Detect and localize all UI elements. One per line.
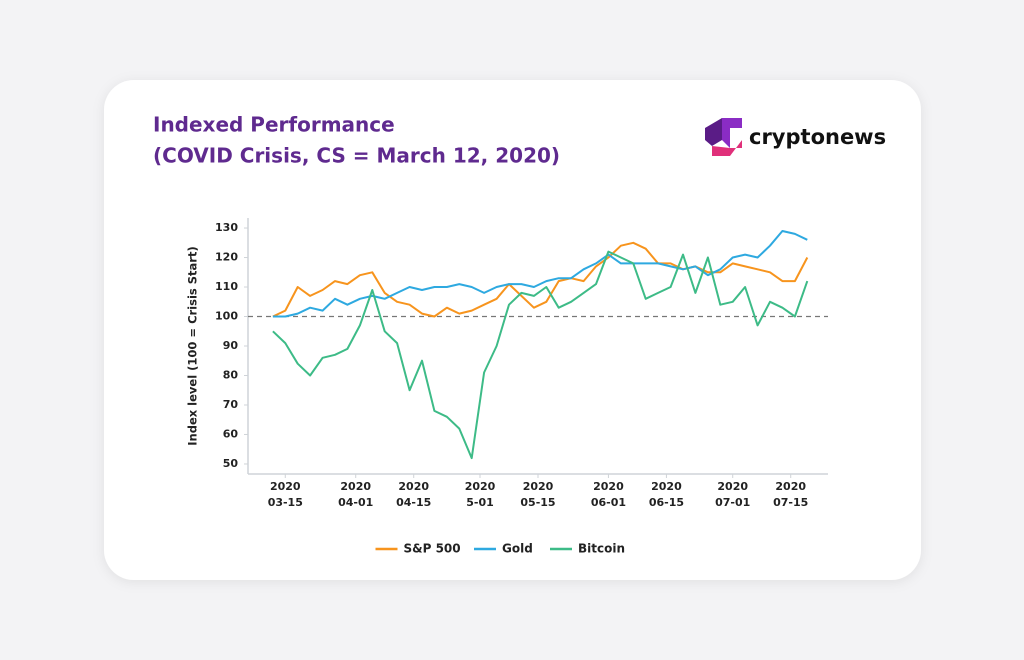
logo-text: cryptonews bbox=[749, 125, 886, 149]
y-tick-label: 120 bbox=[215, 251, 238, 264]
series-line bbox=[272, 241, 809, 318]
y-tick-label: 90 bbox=[223, 339, 239, 352]
x-tick-label: 07-01 bbox=[715, 496, 750, 509]
x-tick-label: 04-15 bbox=[396, 496, 431, 509]
chart-subtitle: (COVID Crisis, CS = March 12, 2020) bbox=[153, 144, 560, 168]
legend-label: Bitcoin bbox=[578, 542, 625, 556]
x-tick-label: 2020 bbox=[270, 480, 301, 493]
y-tick-label: 100 bbox=[215, 310, 238, 323]
legend-label: Gold bbox=[502, 542, 533, 556]
x-tick-label: 2020 bbox=[465, 480, 496, 493]
legend-label: S&P 500 bbox=[404, 542, 461, 556]
x-tick-label: 2020 bbox=[593, 480, 624, 493]
x-tick-label: 2020 bbox=[398, 480, 429, 493]
x-tick-label: 04-01 bbox=[338, 496, 373, 509]
y-tick-label: 60 bbox=[223, 427, 239, 440]
series-line bbox=[272, 230, 808, 318]
x-tick-label: 03-15 bbox=[268, 496, 303, 509]
x-tick-label: 2020 bbox=[717, 480, 748, 493]
x-tick-label: 07-15 bbox=[773, 496, 808, 509]
x-tick-label: 05-15 bbox=[520, 496, 555, 509]
x-tick-label: 2020 bbox=[651, 480, 682, 493]
card bbox=[104, 80, 921, 580]
x-tick-label: 06-01 bbox=[591, 496, 626, 509]
x-tick-label: 2020 bbox=[340, 480, 371, 493]
x-tick-label: 06-15 bbox=[649, 496, 684, 509]
x-tick-label: 5-01 bbox=[466, 496, 494, 509]
plot: 50 60 70 80 90 100 110 120 130 2020 03-15 2020 04-01… bbox=[215, 218, 828, 509]
x-tick-label: 2020 bbox=[523, 480, 554, 493]
x-tick-label: 2020 bbox=[775, 480, 806, 493]
y-tick-label: 80 bbox=[223, 368, 239, 381]
y-tick-label: 50 bbox=[223, 457, 239, 470]
series-line bbox=[272, 250, 809, 460]
logo-icon bbox=[705, 118, 742, 156]
y-axis-label: Index level (100 = Crisis Start) bbox=[186, 246, 200, 445]
y-tick-label: 70 bbox=[223, 398, 239, 411]
y-tick-label: 130 bbox=[215, 221, 238, 234]
chart-title: Indexed Performance bbox=[153, 113, 395, 137]
y-tick-label: 110 bbox=[215, 280, 238, 293]
legend: S&P 500 Gold Bitcoin bbox=[375, 542, 625, 556]
